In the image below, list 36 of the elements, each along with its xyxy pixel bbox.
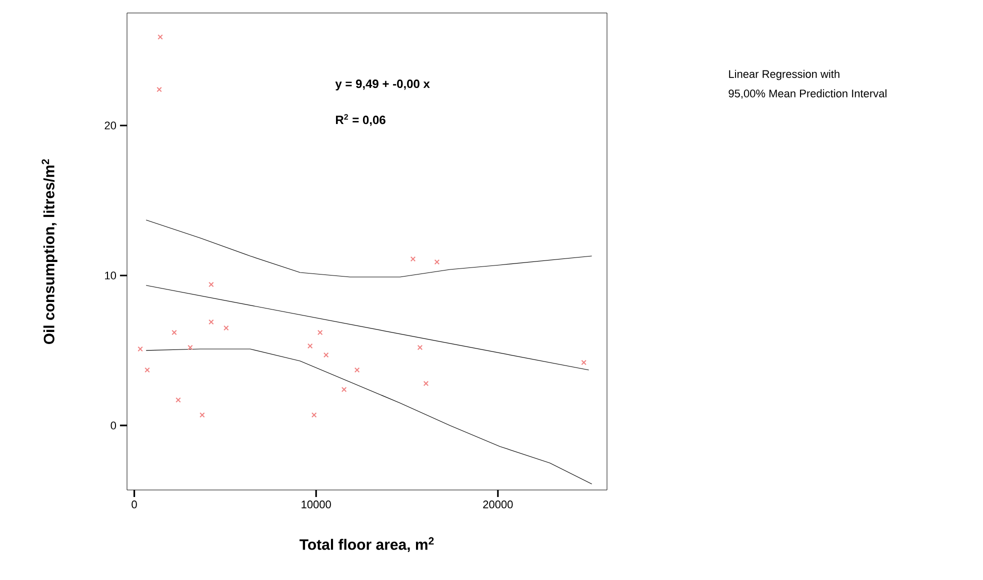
annotation: R$^{2}$ = 0,06 <box>336 114 386 126</box>
annotation: y = 9,49 + -0,00 x <box>335 80 430 90</box>
point <box>172 330 177 336</box>
line-series <box>146 348 592 484</box>
point <box>176 397 181 403</box>
point <box>208 282 214 288</box>
point <box>224 325 229 331</box>
y-tick-label: 10 <box>105 272 116 280</box>
point <box>317 330 323 336</box>
point <box>581 360 586 366</box>
text: 95,00% Mean Prediction Interval <box>728 89 886 99</box>
line-series <box>146 220 592 278</box>
point <box>144 367 150 373</box>
point <box>410 256 416 262</box>
point <box>138 346 143 352</box>
x-tick-label: 0 <box>132 500 137 508</box>
point <box>423 380 429 386</box>
point <box>208 319 214 325</box>
point <box>156 86 162 92</box>
y-axis-title: Oil consumption, litres/m$^{2}$ <box>42 159 58 344</box>
y-tick-label: 0 <box>110 422 116 430</box>
point <box>200 412 205 418</box>
x-tick-label: 10000 <box>302 500 331 508</box>
point <box>311 412 317 418</box>
point <box>354 367 360 373</box>
point <box>417 344 423 350</box>
x-tick-label: 20000 <box>483 500 513 508</box>
point <box>158 34 163 40</box>
x-axis-title: Total floor area, m$^{2}$ <box>300 537 434 552</box>
point <box>307 343 313 349</box>
text: Linear Regression with <box>729 70 840 80</box>
point <box>434 259 440 265</box>
point <box>188 344 193 350</box>
point <box>341 386 347 392</box>
y-tick-label: 20 <box>104 122 116 130</box>
point <box>323 352 329 358</box>
